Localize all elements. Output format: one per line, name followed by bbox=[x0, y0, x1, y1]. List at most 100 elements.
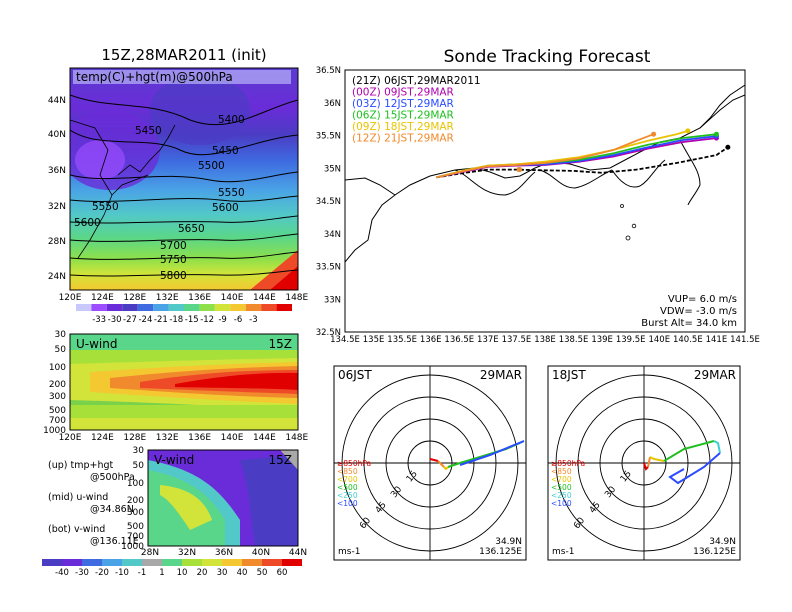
u-panel-label: U-wind bbox=[76, 337, 117, 351]
hodograph-level-label: <250 bbox=[551, 491, 572, 500]
contour-label: 5450 bbox=[212, 145, 239, 157]
hodograph-level-label: <250 bbox=[337, 491, 358, 500]
coastline bbox=[345, 84, 745, 263]
lat-tick-label: 24N bbox=[48, 272, 66, 282]
contour-label: 5650 bbox=[178, 223, 205, 235]
lat-tick-label: 40N bbox=[48, 130, 66, 140]
colorbar-swatch bbox=[214, 304, 231, 311]
pressure-tick-label: 200 bbox=[49, 380, 66, 390]
hodograph-trace bbox=[663, 440, 715, 462]
hodograph-trace bbox=[443, 466, 449, 471]
hodograph-lat: 34.9N bbox=[495, 537, 522, 547]
pressure-tick-label: 700 bbox=[49, 416, 66, 426]
tracking-lat-ticks: 36.5N 36N 35.5N 35N 34.5N 34N 33.5N 33N 32.5N bbox=[316, 66, 341, 338]
tracking-title: Sonde Tracking Forecast bbox=[444, 47, 651, 67]
wind-colorbar-labels: -40 -30 -20 -10 -1 1 10 20 30 40 50 60 bbox=[55, 568, 287, 578]
contour-label: 5400 bbox=[218, 114, 245, 126]
pressure-tick-label: 200 bbox=[127, 496, 144, 506]
colorbar-label: -30 bbox=[75, 568, 89, 578]
temp-colorbar bbox=[76, 304, 292, 311]
colorbar-swatch bbox=[102, 559, 122, 566]
hodograph-trace bbox=[459, 440, 525, 466]
launch-legend-entry: (21Z) 06JST,29MAR2011 bbox=[352, 75, 481, 87]
track-end-point bbox=[713, 131, 719, 137]
hodograph-unit: ms-1 bbox=[552, 547, 574, 557]
lat-tick-label: 40N bbox=[252, 548, 270, 558]
colorbar-label: -10 bbox=[115, 568, 129, 578]
colorbar-label: -3 bbox=[249, 315, 257, 325]
v-panel-frame bbox=[147, 449, 299, 547]
hodograph-level-label: <850 bbox=[551, 467, 572, 476]
temp-field bbox=[70, 68, 298, 290]
hodograph-trace bbox=[649, 456, 665, 462]
lon-tick-label: 138.5E bbox=[559, 335, 589, 345]
launch-legend-entry: (00Z) 09JST,29MAR bbox=[352, 87, 454, 99]
colorbar-swatch bbox=[91, 304, 107, 311]
colorbar-swatch bbox=[122, 559, 142, 566]
pressure-tick-label: 50 bbox=[133, 461, 145, 471]
contour-label: 5450 bbox=[135, 125, 162, 137]
hodograph-level-label: <850 bbox=[337, 467, 358, 476]
contour-label: 5550 bbox=[218, 187, 245, 199]
vdw-text: VDW= -3.0 m/s bbox=[660, 306, 737, 317]
colorbar-label: -1 bbox=[138, 568, 146, 578]
lon-tick-label: 141.5E bbox=[730, 335, 760, 345]
colorbar-swatch bbox=[106, 304, 123, 311]
hodograph-level-label: <500 bbox=[337, 483, 358, 492]
colorbar-label: -20 bbox=[95, 568, 109, 578]
colorbar-swatch bbox=[137, 304, 154, 311]
lon-tick-label: 124E bbox=[91, 293, 114, 303]
lat-tick-label: 36N bbox=[48, 166, 66, 176]
colorbar-swatch bbox=[42, 559, 62, 566]
note-line: (bot) v-wind bbox=[48, 524, 105, 535]
lat-tick-label: 28N bbox=[48, 237, 66, 247]
pressure-tick-label: 100 bbox=[127, 479, 144, 489]
lon-tick-label: 132E bbox=[156, 433, 179, 443]
lat-tick-label: 34.5N bbox=[316, 197, 341, 207]
lon-tick-label: 128E bbox=[123, 293, 146, 303]
hodograph-date: 29MAR bbox=[480, 368, 522, 382]
lat-tick-label: 36N bbox=[215, 548, 233, 558]
colorbar-swatch bbox=[142, 559, 162, 566]
lon-tick-label: 124E bbox=[91, 433, 114, 443]
lon-tick-label: 128E bbox=[123, 433, 146, 443]
temp-colorbar-labels: -33 -30 -27 -24 -21 -18 -15 -12 -9 -6 -3 bbox=[92, 315, 257, 325]
track-line bbox=[436, 133, 654, 179]
lat-tick-label: 35.5N bbox=[316, 132, 341, 142]
upper-lon-ticks: 120E 124E 128E 132E 136E 140E 144E 148E bbox=[59, 293, 309, 303]
contour-label: 5550 bbox=[92, 201, 119, 213]
u-wind-field bbox=[70, 334, 298, 430]
colorbar-label: -12 bbox=[200, 315, 214, 325]
hodograph-time: 06JST bbox=[338, 368, 372, 382]
v-panel-time: 15Z bbox=[269, 453, 293, 467]
colorbar-swatch bbox=[76, 304, 92, 311]
wind-colorbar bbox=[42, 559, 302, 566]
lon-tick-label: 144E bbox=[253, 433, 276, 443]
colorbar-swatch bbox=[222, 559, 242, 566]
upper-panel-label-bg bbox=[73, 70, 291, 84]
lon-tick-label: 136E bbox=[188, 293, 211, 303]
lon-tick-label: 135E bbox=[363, 335, 385, 345]
lat-tick-label: 36.5N bbox=[316, 66, 341, 76]
colorbar-swatch bbox=[122, 304, 138, 311]
upper-lat-ticks: 44N 40N 36N 32N 28N 24N bbox=[48, 96, 66, 282]
lat-tick-label: 28N bbox=[141, 548, 159, 558]
hodograph-level-label: <700 bbox=[337, 475, 358, 484]
hodograph-trace bbox=[713, 440, 721, 454]
lat-tick-label: 33.5N bbox=[316, 263, 341, 273]
hodograph-trace bbox=[643, 462, 649, 471]
v-wind-field bbox=[148, 450, 298, 546]
colorbar-label: 40 bbox=[237, 568, 248, 578]
track-burst-point bbox=[516, 167, 522, 173]
lon-tick-label: 120E bbox=[59, 293, 82, 303]
pressure-tick-label: 1000 bbox=[121, 542, 144, 552]
pressure-tick-label: 500 bbox=[127, 522, 144, 532]
note-line: (up) tmp+hgt bbox=[48, 460, 114, 471]
legend-notes: (up) tmp+hgt @500hPa (mid) u-wind @34.86… bbox=[48, 460, 139, 547]
colorbar-swatch bbox=[202, 559, 222, 566]
colorbar-swatch bbox=[230, 304, 246, 311]
